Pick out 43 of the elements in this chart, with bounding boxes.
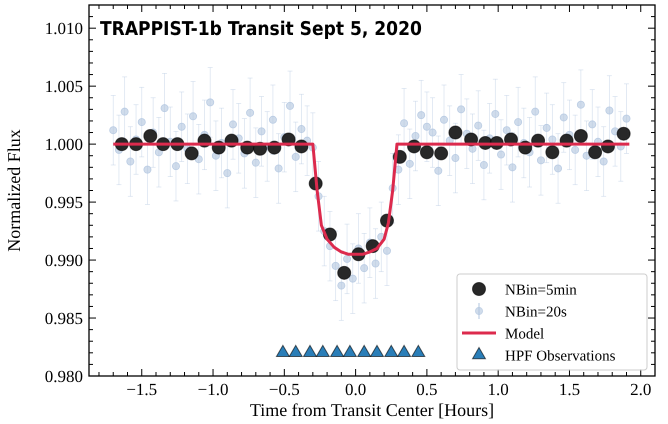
legend-label: NBin=5min (505, 282, 578, 298)
y-tick-label: 1.005 (44, 77, 83, 96)
text: TRAPPIST-1b Transit Sept 5, 2020 (100, 18, 422, 40)
y-tick-label: 0.995 (44, 193, 83, 212)
point (143, 129, 158, 143)
x-tick-label: 0.5 (416, 380, 438, 399)
x-tick-label: 0.0 (344, 380, 366, 399)
point (588, 145, 602, 160)
point (303, 344, 317, 358)
point (545, 145, 560, 160)
point (316, 344, 330, 358)
x-tick-label: 1.5 (558, 380, 580, 399)
y-tick-label: 1.000 (44, 135, 83, 154)
legend-label: HPF Observations (505, 348, 616, 364)
point (411, 344, 426, 358)
point (337, 266, 352, 280)
y-tick-label: 0.990 (44, 251, 83, 270)
point (288, 344, 303, 358)
point (420, 145, 434, 160)
point (397, 344, 412, 358)
point (448, 126, 462, 140)
x-tick-label: −1.0 (198, 380, 228, 399)
point (184, 146, 199, 160)
point (357, 344, 372, 358)
x-axis-title: Time from Transit Center [Hours] (250, 400, 494, 420)
y-axis-title: Normalized Flux (4, 129, 24, 252)
point (434, 146, 448, 160)
point (384, 344, 398, 358)
legend-label: Model (505, 326, 544, 342)
point (330, 344, 344, 358)
point (574, 129, 588, 143)
x-tick-label: −0.5 (268, 380, 300, 399)
point (370, 344, 384, 358)
y-tick-label: 1.010 (44, 19, 83, 38)
y-tick-label: 0.980 (44, 366, 83, 386)
x-tick-label: 1.0 (488, 380, 509, 399)
legend-label: NBin=20s (505, 304, 567, 320)
point (342, 344, 357, 358)
y-tick-label: 0.985 (44, 308, 83, 328)
x-tick-label: −1.5 (126, 380, 158, 399)
point (616, 126, 631, 141)
point (276, 344, 290, 358)
x-tick-label: 2.0 (630, 380, 652, 399)
